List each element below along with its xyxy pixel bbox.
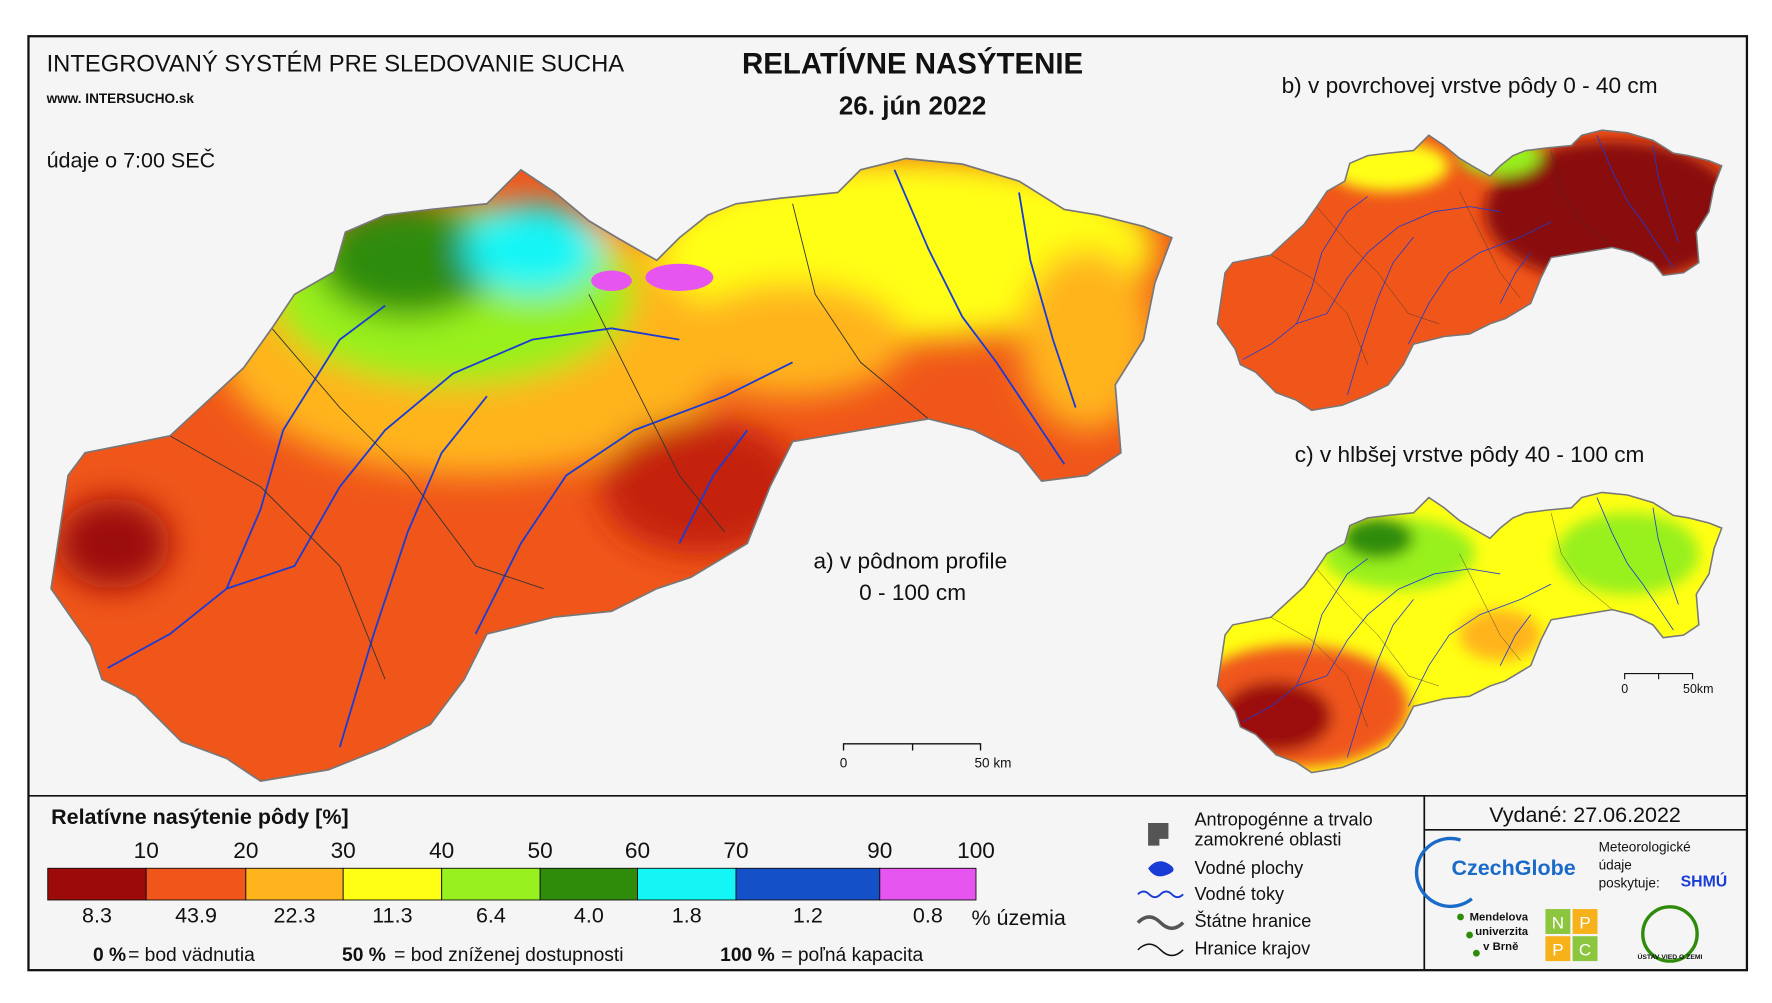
logo-nppc-letter: C xyxy=(1579,940,1591,959)
break-label: 40 xyxy=(429,838,454,863)
logo-meteo: Meteorologické xyxy=(1599,839,1691,854)
symbol-label: Štátne hranice xyxy=(1194,910,1311,931)
class-share: 1.8 xyxy=(672,904,702,928)
logo-shmu: SHMÚ xyxy=(1681,871,1728,890)
scale-label: 0 xyxy=(840,756,848,771)
date: 26. jún 2022 xyxy=(839,90,987,120)
legend-swatch xyxy=(539,867,638,901)
class-share: 6.4 xyxy=(476,904,506,928)
break-label: 30 xyxy=(331,838,356,863)
system-title: INTEGROVANÝ SYSTÉM PRE SLEDOVANIE SUCHA xyxy=(47,50,625,77)
map-a-label: a) v pôdnom profile xyxy=(814,548,1008,573)
logo-nppc-cell xyxy=(1572,909,1598,934)
scale-label: 50km xyxy=(1683,682,1713,696)
class-share: 0.8 xyxy=(913,904,943,928)
map-a-label: 0 - 100 cm xyxy=(859,580,966,605)
logo-uvz: ÚSTAV VIED O ZEMI xyxy=(1637,952,1702,961)
logo-meteo: údaje xyxy=(1599,857,1632,872)
class-share: 1.2 xyxy=(793,904,823,928)
scale-label: 50 km xyxy=(974,756,1011,771)
symbol-label: Vodné plochy xyxy=(1194,858,1304,878)
symbol-label: Hranice krajov xyxy=(1194,938,1310,958)
break-label: 50 xyxy=(528,838,553,863)
break-label: 10 xyxy=(134,838,159,863)
title: RELATÍVNE NASÝTENIE xyxy=(742,47,1083,81)
legend-swatch xyxy=(637,867,737,901)
legend-swatch xyxy=(735,867,881,901)
note-key: 50 % xyxy=(342,945,386,966)
legend-swatch xyxy=(245,867,344,901)
symbol-label: Vodné toky xyxy=(1194,884,1285,904)
logo-czechglobe: CzechGlobe xyxy=(1451,856,1575,880)
logo-mendel: v Brně xyxy=(1483,941,1518,953)
symbol-label: zamokrené oblasti xyxy=(1194,830,1341,850)
map-b-label: b) v povrchovej vrstve pôdy 0 - 40 cm xyxy=(1282,73,1658,98)
break-label: 20 xyxy=(233,838,258,863)
legend-title: Relatívne nasýtenie pôdy [%] xyxy=(51,805,349,829)
legend-swatch xyxy=(47,867,147,901)
legend-swatch xyxy=(145,867,247,901)
legend-swatch xyxy=(879,867,977,901)
map-c-label: c) v hlbšej vrstve pôdy 40 - 100 cm xyxy=(1295,442,1645,467)
class-share: 4.0 xyxy=(574,904,604,928)
note-key: 0 % xyxy=(93,945,126,966)
legend-unit: % územia xyxy=(971,906,1065,930)
note-text: = bod zníženej dostupnosti xyxy=(394,945,623,966)
time-note: údaje o 7:00 SEČ xyxy=(47,148,216,173)
logo-meteo: poskytuje: xyxy=(1599,876,1660,891)
class-share: 11.3 xyxy=(372,904,412,928)
logo-nppc-letter: N xyxy=(1552,913,1564,932)
issued-date: Vydané: 27.06.2022 xyxy=(1489,803,1681,827)
break-label: 100 xyxy=(957,838,995,863)
website: www. INTERSUCHO.sk xyxy=(46,91,195,106)
note-text: = poľná kapacita xyxy=(781,945,923,966)
class-share: 22.3 xyxy=(274,904,316,928)
break-label: 90 xyxy=(867,838,892,863)
legend-swatch xyxy=(342,867,443,901)
symbol-label: Antropogénne a trvalo xyxy=(1194,809,1372,829)
legend-swatch xyxy=(441,867,541,901)
class-share: 43.9 xyxy=(175,904,217,928)
logo-nppc-letter: P xyxy=(1579,913,1590,932)
break-label: 70 xyxy=(723,838,748,863)
logo-mendel: Mendelova xyxy=(1470,911,1529,923)
note-text: = bod vädnutia xyxy=(128,945,255,966)
scale-label: 0 xyxy=(1621,682,1628,696)
logo-nppc-cell xyxy=(1572,936,1598,962)
class-share: 8.3 xyxy=(82,904,112,928)
legend: 8.3 43.9 22.3 11.3 6.4 4.0 1.8 1.2 0.8 10 20 30 40 50… xyxy=(47,838,995,928)
break-label: 60 xyxy=(625,838,650,863)
legend-notes: 0 % = bod vädnutia 50 % = bod zníženej dost… xyxy=(93,945,924,966)
logo-nppc-cell xyxy=(1545,936,1571,962)
logo-mendel: univerzita xyxy=(1475,926,1529,938)
logo-nppc-cell xyxy=(1545,909,1571,934)
logo-nppc-letter: P xyxy=(1552,940,1563,959)
note-key: 100 % xyxy=(720,945,775,966)
